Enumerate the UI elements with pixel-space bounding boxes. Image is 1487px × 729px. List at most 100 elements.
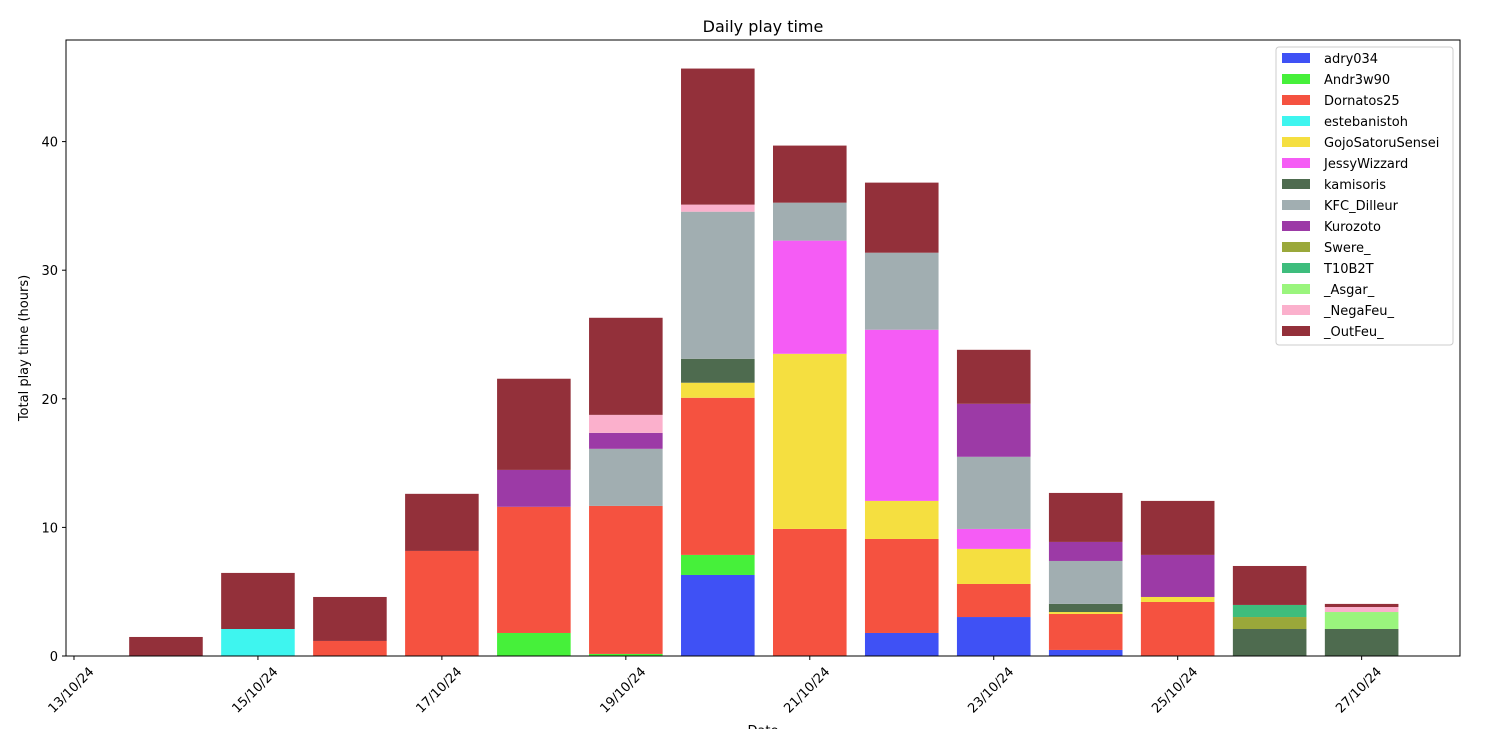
- x-tick-label: 17/10/24: [413, 665, 465, 717]
- y-axis-label: Total play time (hours): [17, 275, 32, 422]
- bar-segment: [864, 329, 939, 501]
- legend-label: kamisoris: [1324, 178, 1386, 193]
- bar-segment: [1324, 607, 1399, 613]
- legend-swatch: [1282, 116, 1310, 126]
- bar-segment: [1048, 613, 1123, 650]
- x-axis-label: Date: [747, 724, 778, 729]
- bar-segment: [1324, 612, 1399, 629]
- bar-segment: [221, 572, 295, 629]
- legend-label: _OutFeu_: [1323, 325, 1384, 340]
- bar-segment: [1324, 628, 1399, 656]
- bar-segment: [1232, 565, 1307, 605]
- bar-segment: [1048, 612, 1123, 614]
- bar-segment: [497, 506, 571, 633]
- bar-segment: [1048, 492, 1123, 542]
- bar-segment: [497, 469, 571, 507]
- y-tick-label: 0: [50, 650, 58, 665]
- bar-segment: [405, 550, 479, 656]
- bar-segment: [956, 528, 1031, 549]
- legend-box: [1275, 46, 1454, 346]
- bar-segment: [956, 456, 1031, 529]
- bar-segment: [681, 204, 755, 212]
- bar-segment: [1140, 601, 1215, 656]
- bar-segment: [497, 378, 571, 470]
- bar-segment: [681, 397, 755, 555]
- legend-swatch: [1282, 326, 1310, 336]
- legend-label: _NegaFeu_: [1323, 304, 1394, 319]
- legend-label: Andr3w90: [1324, 73, 1390, 88]
- bar-segment: [313, 596, 387, 641]
- x-tick-label: 19/10/24: [597, 665, 649, 717]
- bar-segment: [772, 528, 847, 656]
- y-tick-label: 10: [41, 521, 58, 536]
- bar-segment: [1324, 603, 1399, 608]
- legend-label: GojoSatoruSensei: [1324, 136, 1439, 151]
- bar-segment: [313, 640, 387, 656]
- plot-frame: [65, 39, 1461, 657]
- bar-segment: [681, 382, 755, 398]
- legend-swatch: [1282, 53, 1310, 63]
- bar-segment: [589, 653, 663, 656]
- x-tick-label: 27/10/24: [1333, 665, 1385, 717]
- x-tick-label: 25/10/24: [1149, 665, 1201, 717]
- legend-label: T10B2T: [1323, 262, 1374, 277]
- x-tick-label: 13/10/24: [46, 665, 98, 717]
- bar-segment: [589, 414, 663, 433]
- legend-swatch: [1282, 242, 1310, 252]
- bar-segment: [956, 349, 1031, 404]
- bar-segment: [497, 632, 571, 656]
- bar-segment: [864, 182, 939, 253]
- x-tick-label: 15/10/24: [230, 665, 282, 717]
- bar-segment: [1048, 541, 1123, 561]
- bar-segment: [956, 403, 1031, 457]
- bar-segment: [589, 317, 663, 415]
- chart-title: Daily play time: [703, 17, 824, 36]
- x-tick-label: 21/10/24: [781, 665, 833, 717]
- bar-segment: [864, 500, 939, 539]
- legend-swatch: [1282, 95, 1310, 105]
- x-tick-label: 23/10/24: [965, 665, 1017, 717]
- legend-label: Swere_: [1324, 241, 1371, 256]
- bar-segment: [129, 636, 203, 656]
- bar-segment: [1140, 554, 1215, 597]
- legend-label: _Asgar_: [1323, 283, 1375, 298]
- bar-segment: [1232, 604, 1307, 618]
- legend-swatch: [1282, 74, 1310, 84]
- bar-segment: [221, 628, 295, 656]
- legend-swatch: [1282, 284, 1310, 294]
- bar-segment: [956, 548, 1031, 584]
- bar-segment: [772, 240, 847, 354]
- bar-segment: [1048, 603, 1123, 613]
- bar-segment: [1048, 560, 1123, 604]
- bar-segment: [772, 145, 847, 203]
- bar-segment: [864, 252, 939, 330]
- bar-segment: [864, 632, 939, 656]
- bar-segment: [681, 574, 755, 656]
- legend-swatch: [1282, 158, 1310, 168]
- legend-label: adry034: [1324, 52, 1378, 67]
- y-tick-label: 30: [41, 264, 58, 279]
- legend-label: JessyWizzard: [1323, 157, 1408, 172]
- legend-swatch: [1282, 179, 1310, 189]
- bar-segment: [681, 68, 755, 205]
- bar-segment: [1232, 628, 1307, 656]
- bar-segment: [956, 583, 1031, 618]
- legend-label: Dornatos25: [1324, 94, 1400, 109]
- bar-segment: [681, 211, 755, 359]
- legend-swatch: [1282, 305, 1310, 315]
- bar-segment: [1232, 617, 1307, 629]
- bar-segment: [589, 432, 663, 449]
- bar-segment: [1140, 596, 1215, 602]
- bar-segment: [956, 617, 1031, 656]
- legend-label: KFC_Dilleur: [1324, 199, 1399, 214]
- y-tick-label: 40: [41, 136, 58, 151]
- bar-segment: [589, 448, 663, 506]
- legend-swatch: [1282, 221, 1310, 231]
- legend-swatch: [1282, 200, 1310, 210]
- bar-segment: [1140, 500, 1215, 555]
- bar-segment: [864, 538, 939, 633]
- y-tick-label: 20: [41, 393, 58, 408]
- bar-segment: [589, 505, 663, 654]
- bar-segment: [772, 353, 847, 529]
